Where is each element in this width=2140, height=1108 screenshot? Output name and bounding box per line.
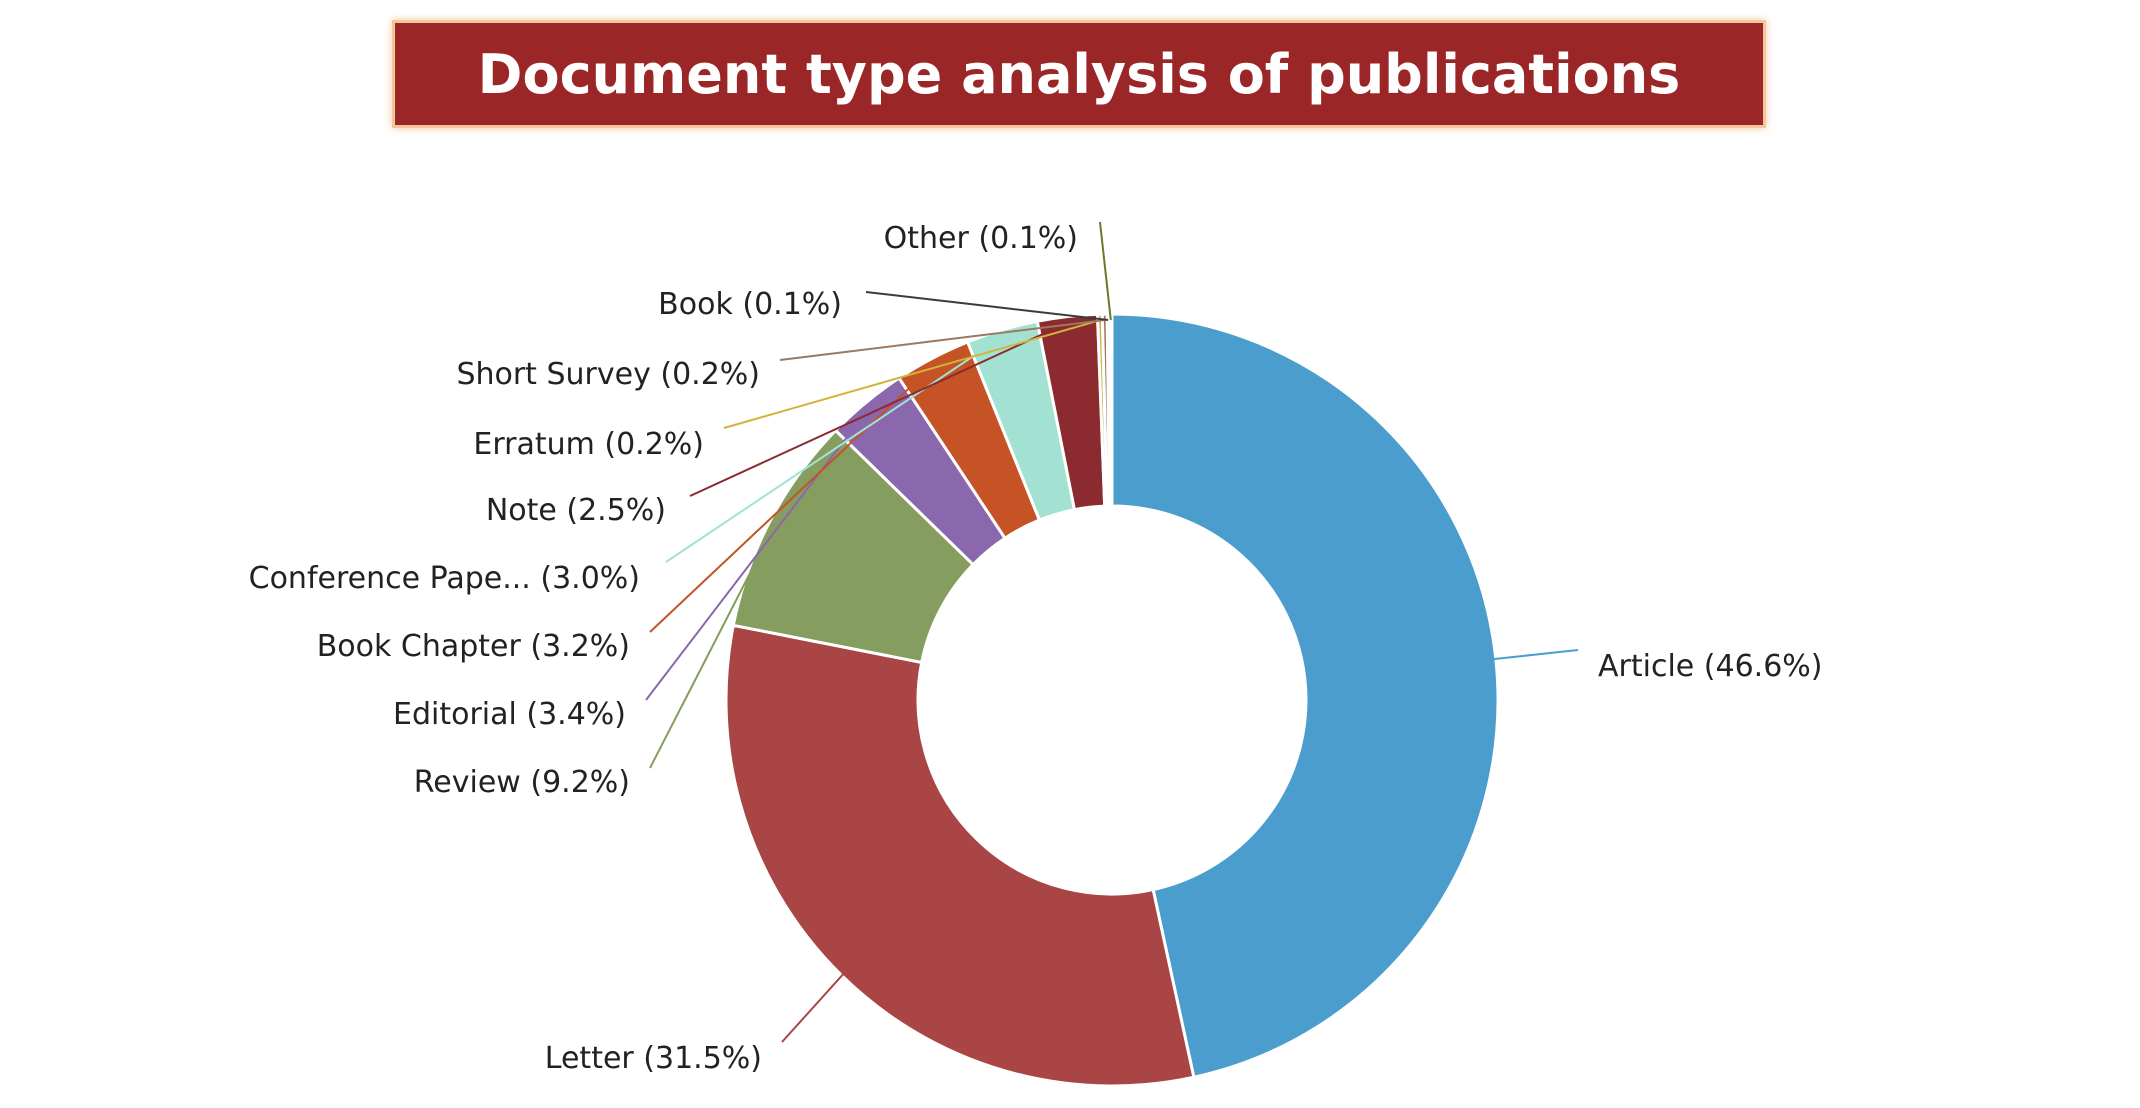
leader-line-4 bbox=[649, 362, 936, 633]
slice-label-9: Book (0.1%) bbox=[658, 287, 842, 322]
leader-line-9 bbox=[865, 291, 1109, 322]
slice-label-8: Short Survey (0.2%) bbox=[456, 357, 760, 392]
leader-line-8 bbox=[779, 319, 1105, 361]
donut-slice-1 bbox=[724, 623, 1196, 1088]
chart-title-banner: Document type analysis of publications bbox=[392, 20, 1766, 128]
leader-line-10 bbox=[1099, 221, 1112, 321]
leader-line-5 bbox=[665, 334, 1005, 563]
slice-label-4: Book Chapter (3.2%) bbox=[317, 629, 630, 664]
leader-line-7 bbox=[723, 319, 1101, 429]
leader-line-3 bbox=[645, 406, 871, 701]
slice-label-5: Conference Pape... (3.0%) bbox=[249, 561, 640, 596]
donut-slice-0 bbox=[1110, 312, 1500, 1080]
slice-label-6: Note (2.5%) bbox=[486, 493, 666, 528]
donut-slice-10 bbox=[1108, 312, 1114, 508]
chart-title: Document type analysis of publications bbox=[477, 42, 1681, 106]
leader-line-2 bbox=[649, 522, 777, 769]
slice-label-3: Editorial (3.4%) bbox=[393, 697, 626, 732]
slice-label-10: Other (0.1%) bbox=[884, 221, 1078, 256]
leader-line-1 bbox=[781, 970, 847, 1043]
leader-line-0 bbox=[1489, 649, 1579, 661]
slice-label-2: Review (9.2%) bbox=[414, 765, 630, 800]
slice-label-1: Letter (31.5%) bbox=[545, 1041, 762, 1076]
slice-label-0: Article (46.6%) bbox=[1598, 649, 1823, 684]
leader-line-6 bbox=[689, 321, 1069, 497]
slice-label-7: Erratum (0.2%) bbox=[473, 427, 704, 462]
